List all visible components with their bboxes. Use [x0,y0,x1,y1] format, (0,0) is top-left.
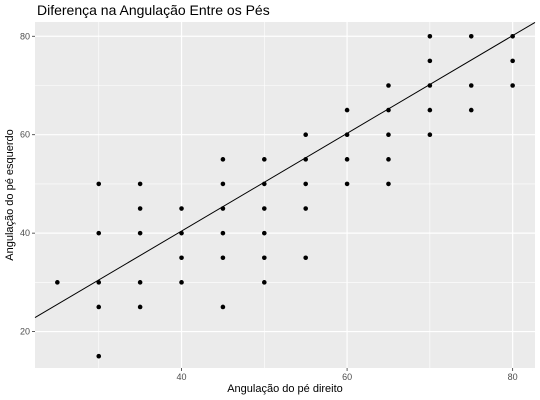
x-tick-label: 60 [342,372,352,382]
data-point [386,83,391,88]
x-axis-title: Angulação do pé direito [227,383,343,395]
data-point [510,58,515,64]
data-point [220,230,226,236]
data-point [137,280,143,285]
data-point [220,181,226,187]
data-point [220,157,226,162]
data-point [179,280,184,285]
minor-gridlines [35,22,535,368]
data-point [96,230,102,236]
data-point [386,107,391,113]
y-tick-label: 20 [20,327,30,337]
chart-title: Diferença na Angulação Entre os Pés [37,2,270,18]
y-tick-label: 40 [20,228,30,238]
data-point [427,132,433,138]
data-point [262,280,267,285]
data-point [220,304,226,310]
data-point [220,255,226,261]
plot-panel [35,22,535,368]
data-point [386,181,391,187]
data-point [96,280,102,285]
data-point [137,230,143,236]
x-axis: 40 60 80 [177,368,518,382]
data-point [137,206,143,211]
data-points [55,33,515,359]
y-axis: 20 40 60 80 [20,31,35,337]
data-point [262,206,267,211]
data-point [179,255,184,261]
y-axis-title: Angulação do pé esquerdo [4,129,16,261]
data-point [427,58,433,64]
data-point [510,83,515,88]
data-point [344,107,350,113]
data-point [386,157,391,162]
x-tick-label: 40 [177,372,187,382]
data-point [386,132,391,138]
data-point [344,157,350,162]
data-point [303,181,308,187]
data-point [137,304,143,310]
data-point [262,230,267,236]
data-point [303,255,308,261]
data-point [303,206,308,211]
y-tick-label: 60 [20,130,30,140]
data-point [96,304,102,310]
data-point [262,157,267,162]
data-point [96,353,102,359]
data-point [344,181,350,187]
data-point [137,181,143,187]
data-point [468,83,474,88]
data-point [468,107,474,113]
y-tick-label: 80 [20,31,30,41]
data-point [427,33,433,39]
x-tick-label: 80 [508,372,518,382]
data-point [96,181,102,187]
data-point [427,107,433,113]
reference-line [34,21,536,319]
data-point [55,280,60,285]
data-point [303,132,308,138]
data-point [262,255,267,261]
major-gridlines [35,22,535,368]
data-point [468,33,474,39]
data-point [179,206,184,211]
